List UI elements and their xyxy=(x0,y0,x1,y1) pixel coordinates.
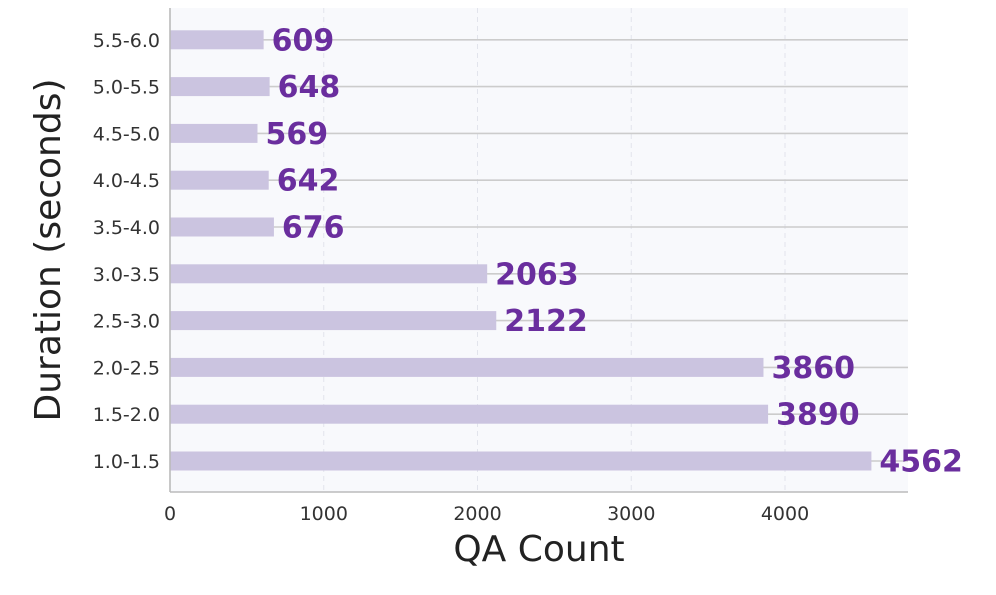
bar xyxy=(170,30,264,50)
y-tick-label: 3.5-4.0 xyxy=(93,217,160,239)
x-axis-title: QA Count xyxy=(453,529,624,570)
bar-value-label: 648 xyxy=(278,70,341,105)
bar xyxy=(170,357,764,377)
y-tick-label: 5.0-5.5 xyxy=(93,77,160,99)
bar-value-label: 3890 xyxy=(776,398,860,433)
y-tick-label: 5.5-6.0 xyxy=(93,30,160,52)
x-tick-labels: 0 1000 2000 3000 4000 xyxy=(164,503,809,525)
y-tick-label: 3.0-3.5 xyxy=(93,264,160,286)
x-tick-label: 0 xyxy=(164,503,176,525)
x-tick-label: 2000 xyxy=(453,503,501,525)
x-tick-label: 1000 xyxy=(300,503,348,525)
bar xyxy=(170,217,274,237)
bar xyxy=(170,77,270,97)
y-tick-label: 2.5-3.0 xyxy=(93,311,160,333)
y-tick-label: 1.0-1.5 xyxy=(93,451,160,473)
bar xyxy=(170,170,269,190)
bars xyxy=(170,30,872,471)
bar xyxy=(170,404,769,424)
x-tick-label: 3000 xyxy=(607,503,655,525)
bar-value-label: 3860 xyxy=(771,351,855,386)
value-labels: 4562 3890 3860 2122 2063 676 642 569 648 609 xyxy=(265,23,962,479)
bar xyxy=(170,123,258,143)
y-tick-label: 2.0-2.5 xyxy=(93,357,160,379)
bar-value-label: 2122 xyxy=(504,304,588,339)
y-tick-labels: 1.0-1.5 1.5-2.0 2.0-2.5 2.5-3.0 3.0-3.5 3.5-4… xyxy=(93,30,160,473)
x-tick-label: 4000 xyxy=(761,503,809,525)
y-axis-title: Duration (seconds) xyxy=(28,78,69,421)
bar xyxy=(170,311,497,331)
y-tick-label: 4.5-5.0 xyxy=(93,123,160,145)
bar-value-label: 4562 xyxy=(879,445,963,480)
bar-value-label: 569 xyxy=(265,117,328,152)
y-tick-label: 1.5-2.0 xyxy=(93,404,160,426)
bar-value-label: 642 xyxy=(277,164,340,199)
bar xyxy=(170,451,872,471)
bar xyxy=(170,264,488,284)
y-tick-label: 4.0-4.5 xyxy=(93,170,160,192)
bar-value-label: 2063 xyxy=(495,257,579,292)
bar-value-label: 676 xyxy=(282,211,345,246)
bar-value-label: 609 xyxy=(272,23,335,58)
